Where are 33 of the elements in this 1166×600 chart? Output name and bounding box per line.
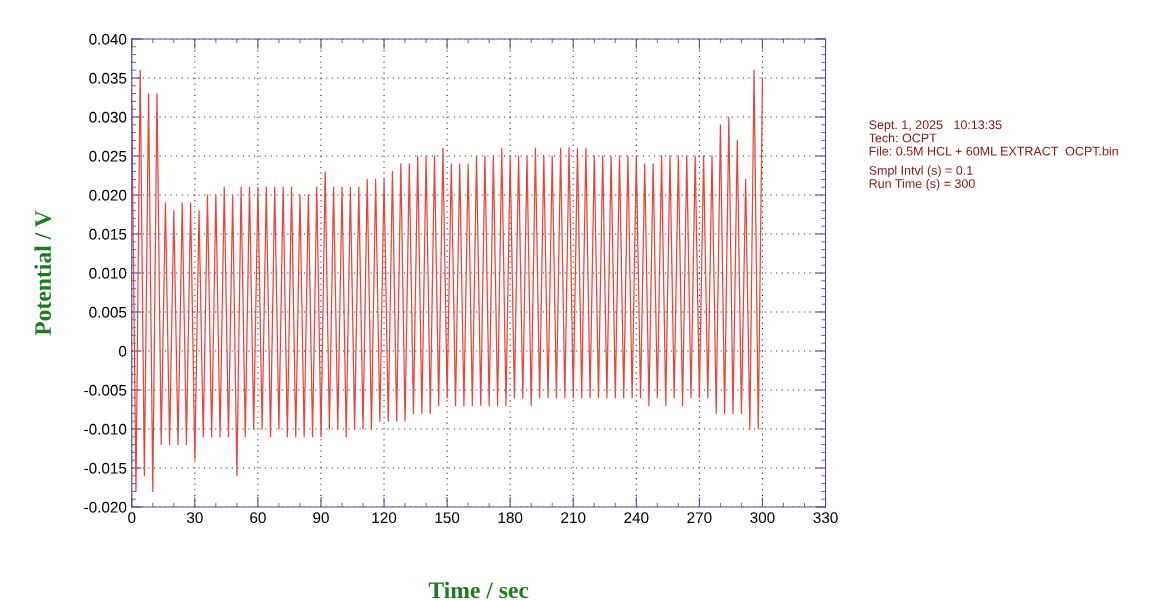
x-tick-label: 0: [128, 512, 136, 524]
x-tick-label: 300: [750, 512, 775, 524]
x-tick-label: 150: [435, 512, 460, 524]
x-tick-label: 210: [561, 512, 586, 524]
y-tick-label: 0.020: [89, 189, 127, 201]
y-tick-label: 0.030: [89, 111, 127, 123]
x-axis-title: Time / sec: [428, 581, 529, 599]
y-tick-label: 0.005: [89, 306, 127, 318]
x-tick-label: 180: [498, 512, 523, 524]
x-tick-label: 30: [186, 512, 203, 524]
text: Sept. 1, 2025 10:13:35: [869, 120, 1002, 132]
text: File: 0.5M HCL + 60ML EXTRACT OCPT.bin: [869, 146, 1118, 156]
y-tick-label: 0.040: [89, 33, 127, 45]
line-series: [131, 69, 764, 493]
text: Smpl Intvl (s) = 0.1: [869, 165, 973, 178]
x-tick-label: 270: [687, 512, 712, 524]
x-tick-label: 60: [250, 512, 266, 524]
text: Run Time (s) = 300: [869, 178, 975, 191]
y-tick-label: -0.005: [84, 384, 127, 396]
y-tick-label: 0: [119, 345, 127, 357]
x-tick-label: 330: [813, 512, 838, 524]
text: Tech: OCPT: [868, 133, 937, 143]
y-tick-label: -0.020: [84, 501, 127, 513]
x-tick-label: 90: [313, 512, 329, 524]
y-tick-label: 0.035: [89, 72, 127, 84]
y-tick-label: -0.010: [84, 423, 127, 435]
y-tick-label: -0.015: [84, 462, 127, 474]
y-axis-title: Potential / V: [34, 210, 52, 336]
y-tick-label: 0.010: [89, 267, 127, 279]
x-tick-label: 240: [624, 512, 649, 524]
x-tick-label: 120: [372, 512, 397, 524]
y-tick-label: 0.025: [89, 150, 127, 162]
y-tick-label: 0.015: [89, 228, 127, 240]
